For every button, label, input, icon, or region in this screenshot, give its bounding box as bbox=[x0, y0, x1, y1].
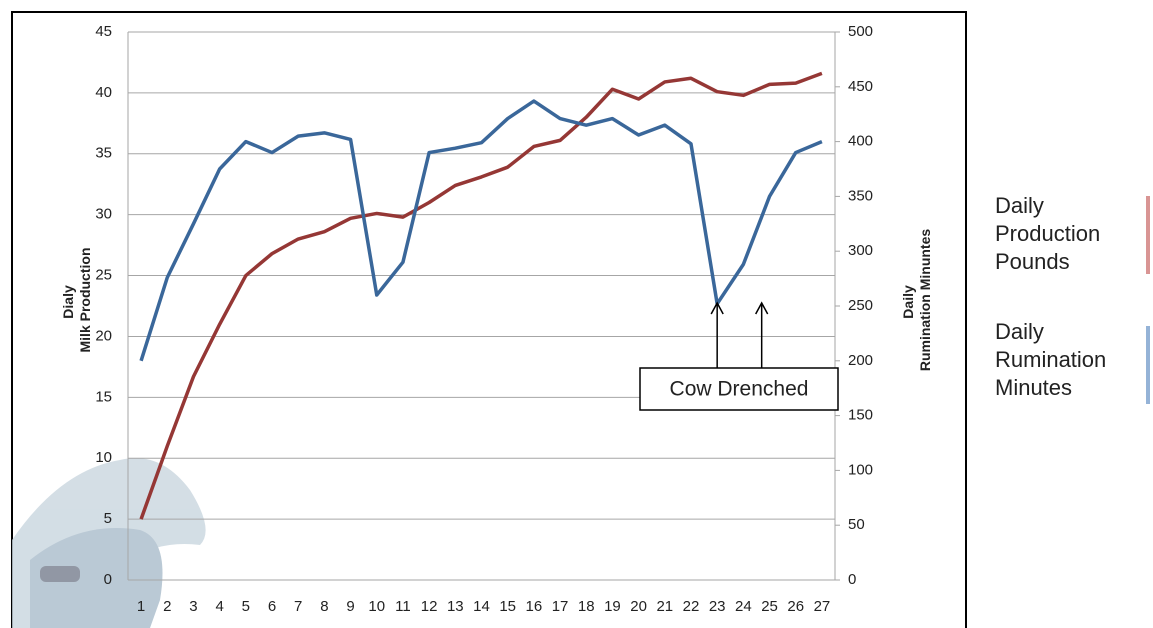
legend-swatch bbox=[1146, 326, 1150, 404]
x-tick-label: 24 bbox=[735, 598, 752, 615]
x-tick-label: 21 bbox=[656, 598, 673, 615]
x-tick-label: 14 bbox=[473, 598, 490, 615]
y-tick-label: 40 bbox=[95, 84, 112, 101]
x-tick-label: 20 bbox=[630, 598, 647, 615]
x-tick-label: 9 bbox=[346, 598, 354, 615]
x-tick-label: 7 bbox=[294, 598, 302, 615]
y-tick-label: 10 bbox=[95, 449, 112, 466]
y2-tick-label: 150 bbox=[848, 407, 873, 424]
y2-tick-label: 500 bbox=[848, 23, 873, 40]
y2-axis-title-line: Daily bbox=[900, 285, 916, 319]
y2-axis-title-line: Rumination Minuntes bbox=[917, 229, 933, 372]
y-tick-label: 5 bbox=[104, 510, 112, 527]
x-tick-label: 16 bbox=[526, 598, 543, 615]
x-tick-label: 15 bbox=[499, 598, 516, 615]
series-line bbox=[139, 71, 823, 520]
annotation-text: Cow Drenched bbox=[670, 378, 809, 401]
y2-tick-label: 250 bbox=[848, 297, 873, 314]
x-tick-label: 26 bbox=[787, 598, 804, 615]
x-tick-label: 4 bbox=[215, 598, 223, 615]
y-tick-label: 0 bbox=[104, 571, 112, 588]
series-line bbox=[139, 99, 823, 362]
x-tick-label: 8 bbox=[320, 598, 328, 615]
x-tick-label: 12 bbox=[421, 598, 438, 615]
annotation-arrow bbox=[755, 301, 769, 368]
annotation-box bbox=[639, 367, 839, 411]
x-tick-label: 5 bbox=[242, 598, 250, 615]
x-tick-label: 1 bbox=[137, 598, 145, 615]
x-tick-label: 6 bbox=[268, 598, 276, 615]
y-axis-title-line: Dialy bbox=[60, 285, 76, 319]
x-tick-label: 27 bbox=[814, 598, 831, 615]
y-tick-label: 15 bbox=[95, 388, 112, 405]
legend-label: Daily Production Pounds bbox=[995, 193, 1101, 274]
legend-label: Daily Rumination Minutes bbox=[995, 319, 1107, 400]
x-tick-label: 25 bbox=[761, 598, 778, 615]
legend-swatch bbox=[1146, 196, 1150, 274]
y-tick-label: 35 bbox=[95, 145, 112, 162]
x-tick-label: 23 bbox=[709, 598, 726, 615]
y2-tick-label: 100 bbox=[848, 461, 873, 478]
arrow-head bbox=[710, 301, 724, 315]
x-tick-label: 2 bbox=[163, 598, 171, 615]
x-tick-label: 11 bbox=[395, 598, 411, 615]
y-tick-label: 25 bbox=[95, 267, 112, 284]
y-tick-label: 30 bbox=[95, 206, 112, 223]
chart-frame bbox=[11, 11, 967, 628]
y-tick-label: 20 bbox=[95, 327, 112, 344]
y2-tick-label: 200 bbox=[848, 352, 873, 369]
y-tick-label: 45 bbox=[95, 23, 112, 40]
y2-axis-title: Daily Rumination Minuntes bbox=[900, 229, 933, 372]
y2-tick-label: 450 bbox=[848, 78, 873, 95]
annotation-arrow bbox=[710, 301, 724, 368]
x-tick-label: 3 bbox=[189, 598, 197, 615]
x-tick-label: 13 bbox=[447, 598, 464, 615]
y-axis-title-line: Milk Production bbox=[77, 248, 93, 353]
y-axis-title: Dialy Milk Production bbox=[60, 248, 93, 353]
y2-tick-label: 0 bbox=[848, 571, 856, 588]
cow-decoration bbox=[12, 458, 206, 628]
x-tick-label: 18 bbox=[578, 598, 595, 615]
y2-tick-label: 400 bbox=[848, 133, 873, 150]
x-tick-label: 10 bbox=[368, 598, 385, 615]
x-tick-label: 17 bbox=[552, 598, 569, 615]
y2-tick-label: 350 bbox=[848, 187, 873, 204]
x-tick-label: 22 bbox=[683, 598, 700, 615]
arrow-head bbox=[755, 301, 769, 315]
y2-tick-label: 50 bbox=[848, 516, 865, 533]
x-tick-label: 19 bbox=[604, 598, 621, 615]
y2-tick-label: 300 bbox=[848, 242, 873, 259]
